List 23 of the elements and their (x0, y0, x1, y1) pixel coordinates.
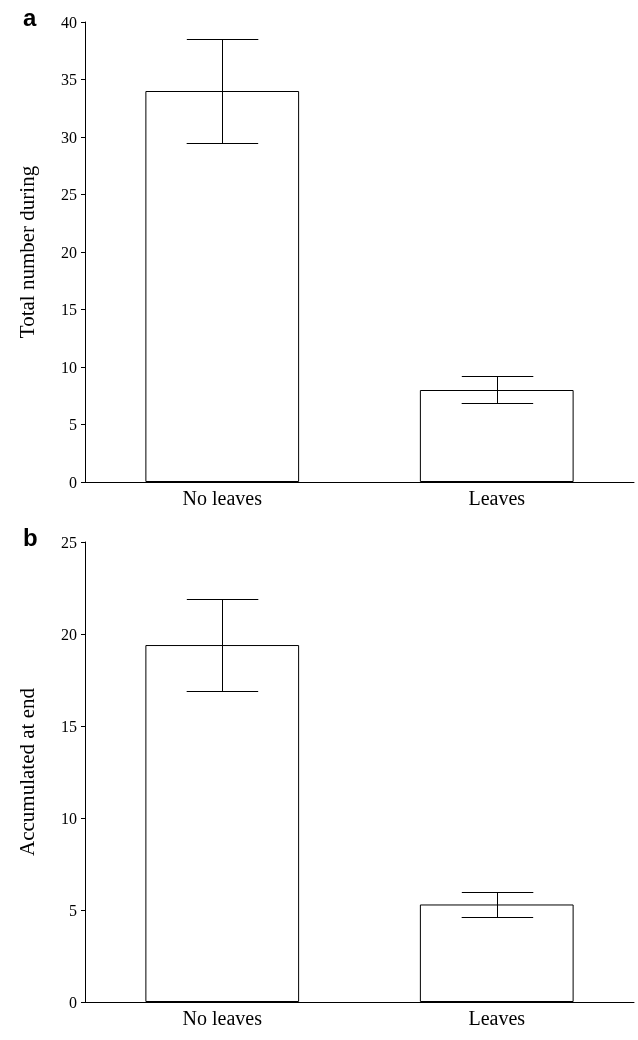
x-tick-label: No leaves (182, 487, 263, 509)
y-tick-label: 25 (61, 533, 77, 551)
x-tick-label: Leaves (468, 1007, 526, 1029)
y-tick-label: 5 (69, 416, 77, 433)
y-tick-label: 10 (61, 809, 77, 827)
y-tick-label: 30 (61, 128, 77, 146)
y-tick-label: 40 (61, 13, 77, 31)
y-tick-label: 25 (61, 186, 77, 203)
y-tick-label: 5 (69, 901, 77, 919)
x-tick-label: Leaves (468, 487, 526, 509)
y-axis-title: Total number during (14, 165, 39, 339)
y-axis-title: Accumulated at end (14, 687, 39, 856)
x-tick-label: No leaves (182, 1007, 263, 1029)
y-tick-label: 15 (61, 301, 77, 318)
y-tick-label: 20 (61, 625, 77, 643)
y-tick-label: 0 (69, 993, 77, 1011)
y-tick-label: 35 (61, 71, 77, 88)
chart-title: b (23, 523, 38, 551)
chart-title: a (23, 3, 37, 31)
y-tick-label: 20 (61, 243, 77, 261)
y-tick-label: 0 (69, 473, 77, 491)
y-tick-label: 15 (61, 717, 77, 735)
y-tick-label: 10 (61, 358, 77, 376)
